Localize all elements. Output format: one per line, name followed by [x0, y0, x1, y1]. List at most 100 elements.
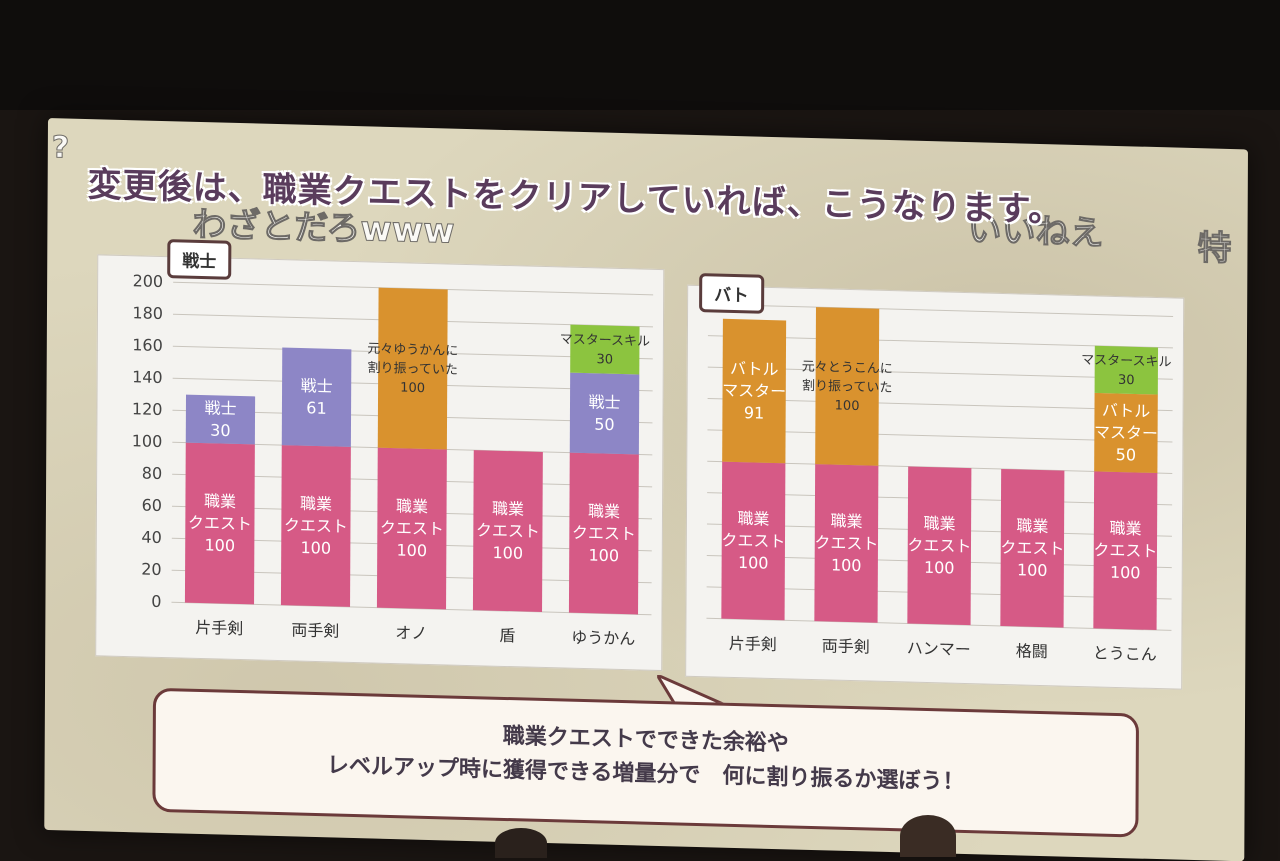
bar-data-label: 91 — [744, 403, 764, 423]
bar-data-label: 100 — [588, 545, 619, 565]
chart-title-battle: バト — [699, 273, 764, 314]
y-tick-label: 100 — [132, 431, 163, 451]
bar-data-label: マスタースキル — [1081, 353, 1171, 370]
bar-segment — [1093, 471, 1158, 631]
category-label: 格闘 — [1016, 641, 1048, 661]
category-label: 片手剣 — [729, 634, 777, 654]
bar-segment — [281, 347, 352, 447]
y-tick-label: 60 — [142, 495, 162, 515]
bar-data-label: 職業 — [1109, 519, 1141, 539]
bar-segment — [184, 442, 255, 605]
bar-data-label: 戦士 — [589, 392, 621, 412]
category-label: 両手剣 — [822, 636, 870, 656]
bar-segment — [721, 461, 786, 621]
y-tick-label: 120 — [132, 399, 163, 419]
bar-data-label: 職業 — [1016, 516, 1048, 536]
bar-data-label: 100 — [1110, 563, 1141, 583]
bar-data-label: クエスト — [284, 516, 348, 537]
bar-data-label: クエスト — [380, 518, 444, 539]
bar-data-label: クエスト — [1000, 538, 1064, 559]
y-tick-label: 180 — [132, 303, 163, 323]
bar-data-label: 50 — [1116, 445, 1136, 465]
bar-data-label: バトル — [730, 359, 779, 379]
bar-data-label: マスター — [722, 381, 786, 402]
bar-segment — [568, 452, 639, 615]
bar-data-label: 100 — [204, 535, 235, 555]
bar-data-label: 職業 — [204, 491, 236, 511]
bar-data-label: 100 — [738, 553, 769, 573]
bar-data-label: 職業 — [737, 509, 769, 529]
y-tick-label: 40 — [141, 527, 161, 547]
bar-data-label: 100 — [396, 540, 427, 560]
bar-data-label: マスタースキル — [560, 332, 650, 349]
chart-senshi: 200180160140120100806040200職業クエスト100戦士30… — [132, 271, 654, 649]
category-label: とうこん — [1093, 643, 1157, 664]
bar-segment — [1000, 468, 1065, 628]
chart-panel-senshi: 200 180 160 140 120 100 80 60 40 20 0 職業 クエスト 100 戦士 30… — [95, 254, 665, 672]
chart-panel-battle: 職業 クエスト 100 バトル マスター 91 片手剣 職業 クエスト 100 元々とうこんに 割り振… — [685, 284, 1185, 690]
bar-data-label: クエスト — [1093, 540, 1157, 561]
y-tick-label: 140 — [132, 367, 163, 387]
projection-screen: ? わざとだろwww いいねえ 特 変更後は、職業クエストをクリアしていれば、こ… — [44, 118, 1248, 861]
bar-data-label: 職業 — [300, 494, 332, 514]
bar-data-label: クエスト — [814, 533, 878, 554]
category-label: 両手剣 — [291, 620, 339, 640]
bar-data-label: 元々とうこんに — [802, 360, 893, 377]
bar-data-label: 元々ゆうかんに — [367, 342, 458, 359]
bar-data-label: 100 — [831, 555, 862, 575]
bar-data-label: 50 — [594, 415, 614, 435]
grid-line — [708, 303, 1174, 317]
danmaku-comment-1: ? — [51, 130, 70, 166]
bar-data-label: 100 — [835, 398, 860, 414]
bar-data-label: 割り振っていた — [802, 378, 892, 396]
bar-segment — [815, 307, 880, 466]
category-label: ハンマー — [907, 638, 971, 659]
bar-data-label: 職業 — [830, 511, 862, 531]
bar-segment — [570, 324, 640, 375]
bar-data-label: 30 — [1118, 373, 1135, 388]
bar-data-label: 職業 — [492, 499, 524, 519]
bar-data-label: クエスト — [188, 513, 252, 534]
bar-segment — [280, 445, 351, 607]
y-tick-label: 80 — [142, 463, 162, 483]
bar-data-label: 30 — [596, 352, 613, 367]
bar-data-label: 職業 — [588, 501, 620, 521]
bar-data-label: 61 — [306, 398, 326, 418]
category-label: 片手剣 — [195, 618, 243, 638]
bar-segment — [814, 464, 879, 623]
bar-data-label: 戦士 — [204, 398, 236, 418]
y-tick-label: 200 — [133, 271, 164, 291]
bar-data-label: 100 — [924, 558, 955, 578]
bar-data-label: クエスト — [476, 521, 540, 542]
bar-segment — [377, 287, 448, 450]
bar-segment — [722, 318, 787, 464]
bar-data-label: クエスト — [721, 530, 785, 551]
bar-data-label: 戦士 — [301, 376, 333, 396]
chart-title-senshi: 戦士 — [167, 239, 232, 280]
category-label: オノ — [395, 623, 427, 643]
bar-data-label: マスター — [1094, 422, 1158, 443]
bar-data-label: 100 — [300, 538, 331, 558]
bar-segment — [185, 394, 256, 445]
bar-data-label: 割り振っていた — [368, 360, 458, 378]
bar-segment — [569, 372, 640, 455]
bar-data-label: 職業 — [923, 514, 955, 534]
category-label: 盾 — [499, 626, 515, 645]
bar-data-label: 100 — [400, 381, 425, 397]
bar-data-label: クエスト — [572, 523, 636, 544]
bar-segment — [376, 447, 447, 610]
y-tick-label: 0 — [151, 592, 161, 611]
chart-battle: 職業クエスト100バトルマスター91片手剣職業クエスト100元々とうこんに割り振… — [706, 303, 1174, 664]
bar-segment — [472, 450, 543, 612]
bar-data-label: バトル — [1102, 401, 1151, 421]
y-tick-label: 20 — [141, 559, 161, 579]
bar-segment — [1094, 392, 1158, 474]
category-label: ゆうかん — [571, 628, 635, 649]
presenter-head-left — [495, 828, 547, 858]
y-tick-label: 160 — [132, 335, 163, 355]
bar-data-label: 30 — [210, 421, 230, 441]
bar-data-label: 100 — [1017, 560, 1048, 580]
bar-data-label: クエスト — [907, 535, 971, 556]
presenter-head-right — [900, 815, 956, 857]
bar-segment — [1094, 345, 1159, 395]
